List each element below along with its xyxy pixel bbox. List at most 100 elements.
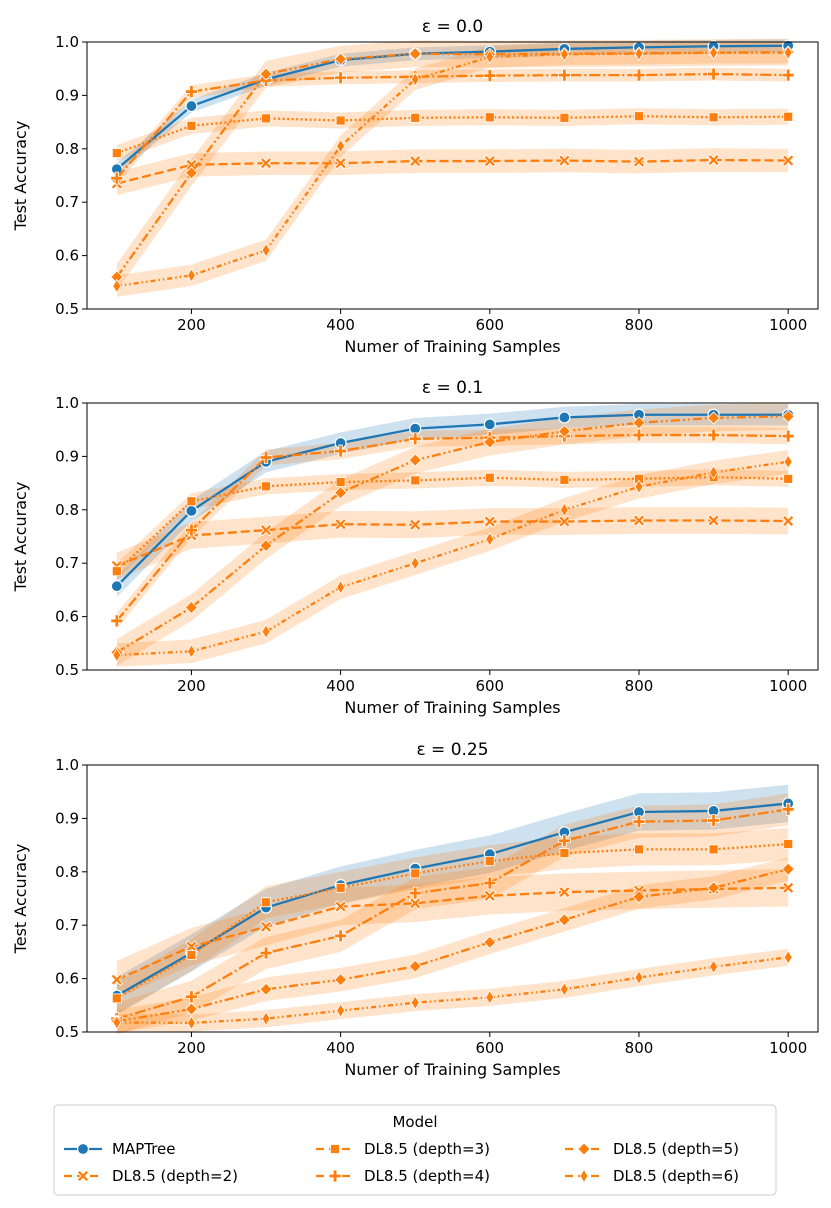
data-point — [483, 418, 496, 431]
data-point — [112, 647, 122, 663]
data-point — [335, 115, 346, 126]
data-point — [185, 99, 198, 113]
confidence-band-dl8-5-depth-5- — [116, 857, 789, 1034]
data-point — [781, 68, 795, 82]
legend-entry-dl8-5-depth-2: DL8.5 (depth=2) — [64, 1167, 238, 1185]
data-point — [410, 475, 421, 486]
legend-label: DL8.5 (depth=4) — [364, 1167, 490, 1185]
data-point — [408, 886, 422, 900]
series-line — [116, 886, 789, 981]
confidence-band-dl8-5-depth-3- — [116, 828, 789, 1015]
data-point — [707, 814, 720, 827]
confidence-bands — [116, 403, 789, 667]
data-point — [783, 839, 794, 849]
data-point — [334, 973, 348, 987]
data-point — [634, 111, 644, 122]
legend-entry-dl8-5-depth-5: DL8.5 (depth=5) — [565, 1140, 739, 1158]
confidence-band-maptree — [116, 39, 789, 176]
legend-entry-dl8-5-depth-3: DL8.5 (depth=3) — [316, 1140, 490, 1158]
data-point — [334, 518, 347, 531]
series-line — [116, 460, 789, 657]
series-dl8-5-depth-6 — [112, 454, 793, 663]
legend-label: DL8.5 (depth=3) — [364, 1140, 490, 1158]
confidence-band-dl8-5-depth-6- — [116, 449, 789, 667]
y-tick-label: 0.6 — [55, 970, 79, 988]
series-dl8-5-depth-6 — [112, 949, 793, 1031]
data-point — [781, 802, 795, 816]
x-tick-label: 200 — [177, 316, 206, 334]
data-point — [334, 486, 348, 500]
legend-entry-maptree: MAPTree — [64, 1140, 176, 1158]
data-point — [559, 982, 569, 997]
y-tick-label: 0.5 — [55, 300, 79, 318]
data-point — [632, 155, 646, 168]
chart-panel-1: ε = 0.0 200 400 600 800 1000 0.5 0.6 0.7 0.8 0.9 1.… — [11, 17, 819, 356]
data-point — [259, 539, 273, 553]
chart-title: ε = 0.0 — [422, 17, 483, 37]
confidence-band-dl8-5-depth-6- — [116, 42, 789, 297]
confidence-bands — [116, 38, 789, 297]
confidence-band-dl8-5-depth-3- — [116, 469, 789, 580]
data-point — [110, 614, 124, 628]
data-point — [335, 477, 346, 487]
axes-frame — [86, 764, 819, 1033]
y-tick-label: 0.8 — [55, 140, 79, 158]
data-point — [558, 154, 571, 167]
data-point — [707, 411, 721, 425]
confidence-band-dl8-5-depth-5- — [116, 38, 789, 291]
data-point — [484, 472, 495, 483]
data-point — [336, 1003, 346, 1018]
legend: Model MAPTree DL8.5 (depth=2) DL8.5 (depth=… — [53, 1104, 777, 1196]
confidence-band-dl8-5-depth-5- — [116, 403, 789, 666]
data-point — [410, 72, 420, 87]
data-point — [186, 268, 196, 283]
data-point — [186, 950, 197, 961]
data-point — [259, 523, 273, 537]
data-point — [259, 67, 273, 81]
data-point — [186, 1015, 196, 1031]
data-point — [783, 949, 793, 965]
data-point — [259, 451, 273, 464]
data-point — [708, 112, 719, 123]
data-point — [259, 982, 273, 996]
data-point — [557, 424, 571, 438]
confidence-band-maptree — [116, 784, 789, 1015]
chart-panel-2: ε = 0.1 200 400 600 800 1000 0.5 0.6 0.7 0.8 0.9 1.… — [11, 378, 819, 717]
data-point — [632, 428, 646, 442]
data-point — [632, 416, 646, 430]
data-point — [634, 844, 644, 855]
y-tick-label: 0.9 — [55, 86, 79, 104]
y-tick-label: 0.7 — [55, 916, 79, 934]
legend-marker — [76, 1169, 90, 1183]
y-tick-label: 0.8 — [55, 501, 79, 519]
charts: ε = 0.0 200 400 600 800 1000 0.5 0.6 0.7 0.8 0.9 1.… — [11, 17, 819, 1079]
data-point — [709, 959, 719, 975]
confidence-band-maptree — [116, 404, 789, 597]
data-point — [632, 68, 646, 82]
data-point — [483, 876, 497, 890]
data-point — [483, 935, 497, 949]
series-dl8-5-depth-3 — [111, 839, 794, 1004]
data-point — [334, 929, 348, 943]
data-point — [485, 990, 495, 1005]
series-line — [116, 519, 789, 567]
data-point — [409, 897, 422, 910]
confidence-bands — [116, 784, 789, 1035]
data-point — [558, 411, 571, 424]
data-point — [110, 580, 123, 593]
y-tick-label: 0.9 — [55, 447, 79, 465]
confidence-band-dl8-5-depth-2- — [116, 148, 789, 196]
legend-marker — [76, 1142, 90, 1156]
data-point — [783, 111, 794, 122]
data-point — [557, 68, 571, 82]
data-point — [707, 153, 720, 167]
legend-label: MAPTree — [112, 1140, 176, 1158]
data-point — [559, 47, 569, 62]
data-point — [781, 429, 795, 443]
data-point — [410, 868, 421, 879]
data-point — [259, 946, 273, 960]
series-line — [116, 956, 789, 1025]
data-point — [408, 959, 422, 973]
data-point — [261, 624, 271, 639]
data-point — [484, 856, 495, 867]
